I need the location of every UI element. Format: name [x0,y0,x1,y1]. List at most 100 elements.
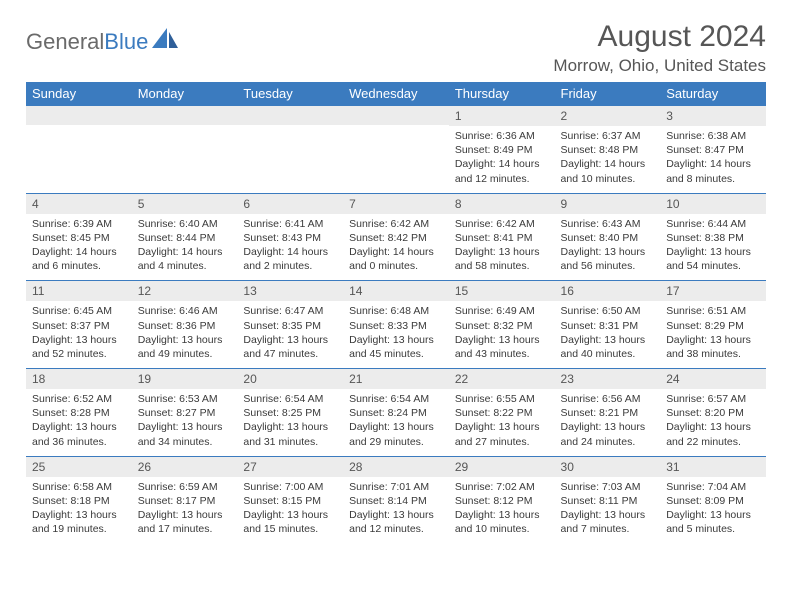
sunrise-line: Sunrise: 7:00 AM [243,480,337,494]
day-details: Sunrise: 7:00 AMSunset: 8:15 PMDaylight:… [237,477,343,544]
day-details: Sunrise: 6:56 AMSunset: 8:21 PMDaylight:… [555,389,661,456]
sunset-line: Sunset: 8:35 PM [243,319,337,333]
day-number [237,106,343,125]
day-details [343,125,449,135]
sunset-line: Sunset: 8:41 PM [455,231,549,245]
calendar-day-cell: 19 Sunrise: 6:53 AMSunset: 8:27 PMDayligh… [132,369,238,457]
sunrise-line: Sunrise: 6:38 AM [666,129,760,143]
sunset-line: Sunset: 8:47 PM [666,143,760,157]
sunset-line: Sunset: 8:49 PM [455,143,549,157]
daylight-line: Daylight: 13 hours and 54 minutes. [666,245,760,273]
day-details: Sunrise: 6:42 AMSunset: 8:41 PMDaylight:… [449,214,555,281]
calendar-day-cell: 24Sunrise: 6:57 AMSunset: 8:20 PMDayligh… [660,369,766,457]
location-text: Morrow, Ohio, United States [553,56,766,76]
sunrise-line: Sunrise: 7:04 AM [666,480,760,494]
sunrise-line: Sunrise: 6:57 AM [666,392,760,406]
month-title: August 2024 [553,20,766,54]
weekday-header: Saturday [660,82,766,106]
daylight-line: Daylight: 14 hours and 12 minutes. [455,157,549,185]
calendar-week-row: 4Sunrise: 6:39 AMSunset: 8:45 PMDaylight… [26,193,766,281]
daylight-line: Daylight: 13 hours and 36 minutes. [32,420,126,448]
day-details [237,125,343,135]
day-number: 20 [237,369,343,389]
sunset-line: Sunset: 8:15 PM [243,494,337,508]
day-details: Sunrise: 6:59 AMSunset: 8:17 PMDaylight:… [132,477,238,544]
daylight-line: Daylight: 13 hours and 40 minutes. [561,333,655,361]
sunset-line: Sunset: 8:43 PM [243,231,337,245]
day-details: Sunrise: 6:55 AMSunset: 8:22 PMDaylight:… [449,389,555,456]
calendar-day-cell: 31Sunrise: 7:04 AMSunset: 8:09 PMDayligh… [660,456,766,543]
day-number: 21 [343,369,449,389]
sunrise-line: Sunrise: 7:02 AM [455,480,549,494]
day-number: 28 [343,457,449,477]
daylight-line: Daylight: 13 hours and 34 minutes. [138,420,232,448]
day-details: Sunrise: 6:39 AMSunset: 8:45 PMDaylight:… [26,214,132,281]
header: GeneralBlue August 2024 Morrow, Ohio, Un… [26,20,766,76]
sunrise-line: Sunrise: 6:48 AM [349,304,443,318]
sunrise-line: Sunrise: 6:47 AM [243,304,337,318]
weekday-header: Friday [555,82,661,106]
day-details: Sunrise: 6:48 AMSunset: 8:33 PMDaylight:… [343,301,449,368]
calendar-week-row: 11Sunrise: 6:45 AMSunset: 8:37 PMDayligh… [26,281,766,369]
sunset-line: Sunset: 8:32 PM [455,319,549,333]
day-number: 30 [555,457,661,477]
daylight-line: Daylight: 14 hours and 10 minutes. [561,157,655,185]
day-number: 15 [449,281,555,301]
day-number: 3 [660,106,766,126]
day-number: 2 [555,106,661,126]
calendar-week-row: 1Sunrise: 6:36 AMSunset: 8:49 PMDaylight… [26,106,766,194]
sunset-line: Sunset: 8:40 PM [561,231,655,245]
day-number: 19 [132,369,238,389]
day-details: Sunrise: 6:41 AMSunset: 8:43 PMDaylight:… [237,214,343,281]
sunrise-line: Sunrise: 6:56 AM [561,392,655,406]
daylight-line: Daylight: 13 hours and 27 minutes. [455,420,549,448]
day-number: 9 [555,194,661,214]
day-number: 10 [660,194,766,214]
day-number: 26 [132,457,238,477]
daylight-line: Daylight: 13 hours and 22 minutes. [666,420,760,448]
sunrise-line: Sunrise: 6:52 AM [32,392,126,406]
daylight-line: Daylight: 13 hours and 17 minutes. [138,508,232,536]
sunrise-line: Sunrise: 6:53 AM [138,392,232,406]
day-details: Sunrise: 6:58 AMSunset: 8:18 PMDaylight:… [26,477,132,544]
day-number: 31 [660,457,766,477]
day-details: Sunrise: 6:51 AMSunset: 8:29 PMDaylight:… [660,301,766,368]
daylight-line: Daylight: 13 hours and 56 minutes. [561,245,655,273]
day-details: Sunrise: 7:01 AMSunset: 8:14 PMDaylight:… [343,477,449,544]
day-number: 29 [449,457,555,477]
calendar-day-cell: 12Sunrise: 6:46 AMSunset: 8:36 PMDayligh… [132,281,238,369]
calendar-day-cell: 1Sunrise: 6:36 AMSunset: 8:49 PMDaylight… [449,106,555,194]
daylight-line: Daylight: 13 hours and 49 minutes. [138,333,232,361]
calendar-day-cell: 7Sunrise: 6:42 AMSunset: 8:42 PMDaylight… [343,193,449,281]
sunset-line: Sunset: 8:27 PM [138,406,232,420]
calendar-day-cell: 22Sunrise: 6:55 AMSunset: 8:22 PMDayligh… [449,369,555,457]
calendar-page: GeneralBlue August 2024 Morrow, Ohio, Un… [0,0,792,553]
sunset-line: Sunset: 8:20 PM [666,406,760,420]
calendar-day-cell: 14Sunrise: 6:48 AMSunset: 8:33 PMDayligh… [343,281,449,369]
sunrise-line: Sunrise: 6:45 AM [32,304,126,318]
daylight-line: Daylight: 13 hours and 15 minutes. [243,508,337,536]
day-details [132,125,238,135]
calendar-day-cell [343,106,449,194]
calendar-day-cell: 13Sunrise: 6:47 AMSunset: 8:35 PMDayligh… [237,281,343,369]
day-details: Sunrise: 6:44 AMSunset: 8:38 PMDaylight:… [660,214,766,281]
day-number: 17 [660,281,766,301]
calendar-day-cell: 18Sunrise: 6:52 AMSunset: 8:28 PMDayligh… [26,369,132,457]
day-details: Sunrise: 7:04 AMSunset: 8:09 PMDaylight:… [660,477,766,544]
sunset-line: Sunset: 8:29 PM [666,319,760,333]
title-block: August 2024 Morrow, Ohio, United States [553,20,766,76]
sunrise-line: Sunrise: 6:46 AM [138,304,232,318]
sunrise-line: Sunrise: 6:40 AM [138,217,232,231]
day-details: Sunrise: 6:43 AMSunset: 8:40 PMDaylight:… [555,214,661,281]
sunset-line: Sunset: 8:22 PM [455,406,549,420]
calendar-day-cell: 8Sunrise: 6:42 AMSunset: 8:41 PMDaylight… [449,193,555,281]
logo-text-blue: Blue [104,29,148,55]
sunrise-line: Sunrise: 6:49 AM [455,304,549,318]
weekday-header: Sunday [26,82,132,106]
day-number: 4 [26,194,132,214]
day-number: 18 [26,369,132,389]
calendar-day-cell: 20Sunrise: 6:54 AMSunset: 8:25 PMDayligh… [237,369,343,457]
day-number: 25 [26,457,132,477]
sunrise-line: Sunrise: 6:39 AM [32,217,126,231]
day-number: 22 [449,369,555,389]
